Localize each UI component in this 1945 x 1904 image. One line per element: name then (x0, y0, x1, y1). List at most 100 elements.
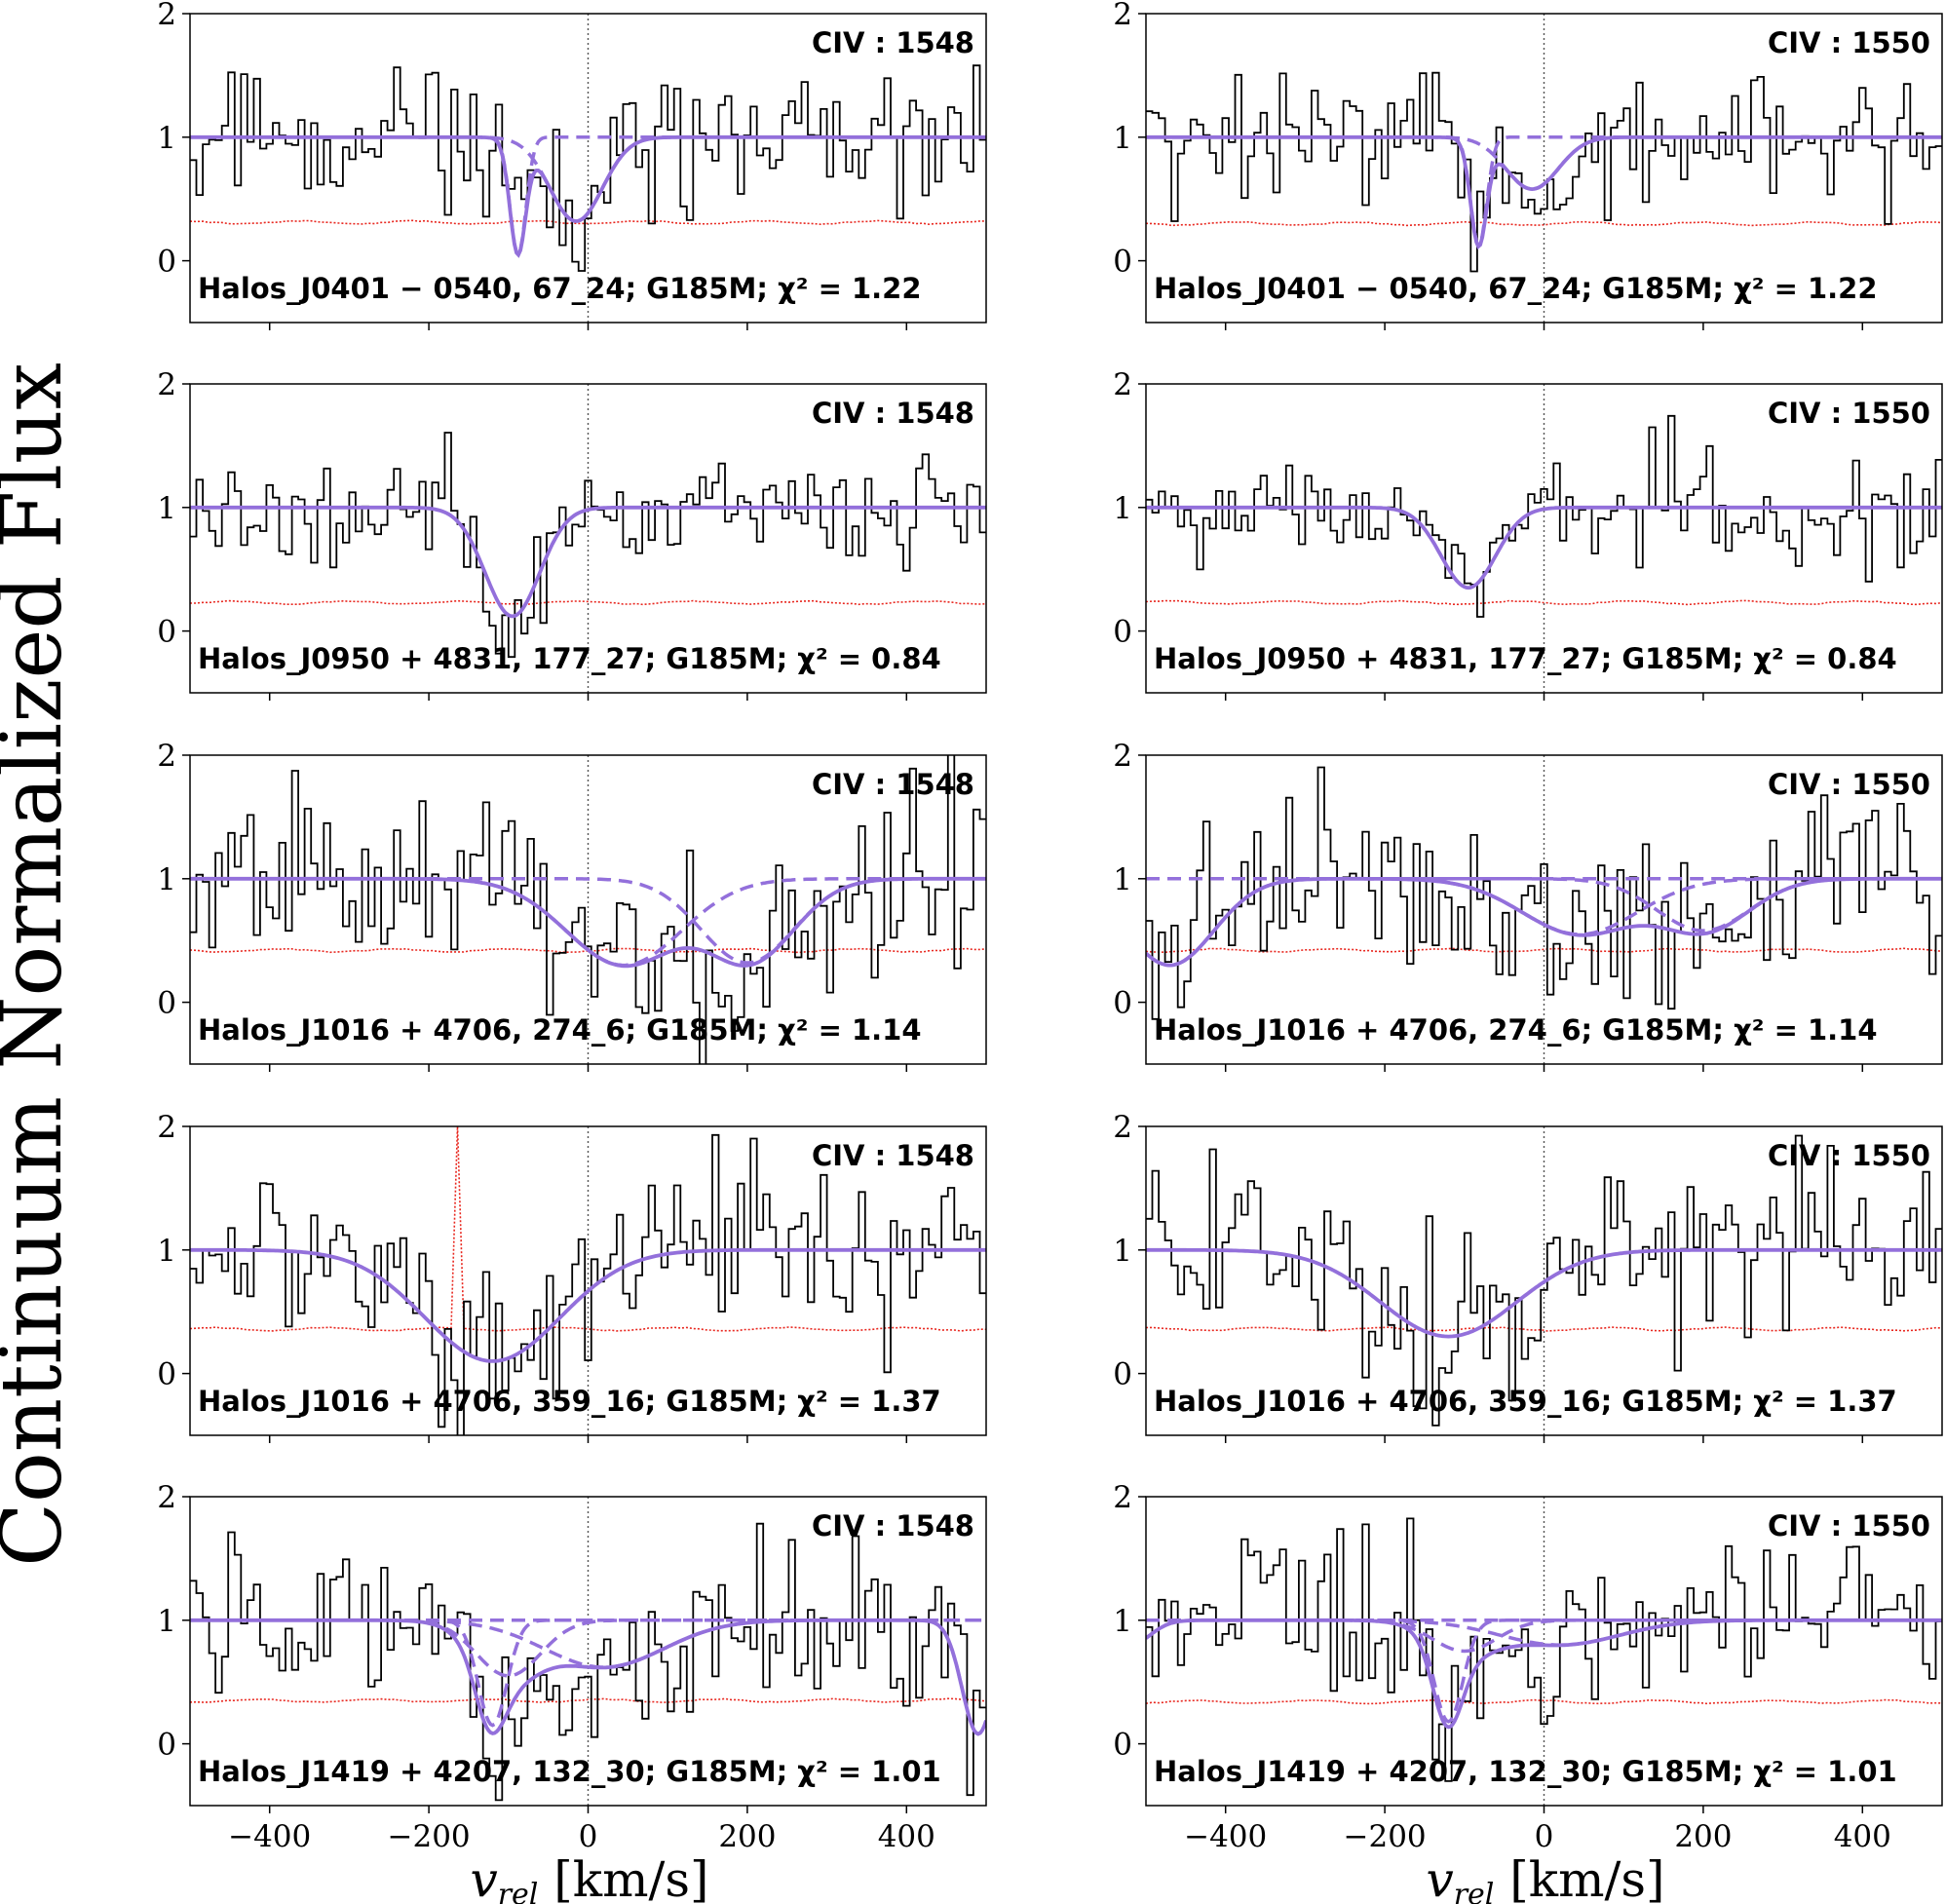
y-tick-label: 1 (157, 1604, 176, 1639)
spectrum-panel-row2-right: 0 1 2 CIV : 1550 Halos_J0950 + 4831, 177_27;… (1113, 367, 1943, 701)
y-tick-label: 1 (1113, 1604, 1132, 1639)
flux-spectrum (1146, 1134, 1942, 1427)
x-axis-label-left: vrel [km/s] (470, 1851, 708, 1904)
flux-spectrum (190, 64, 986, 272)
x-axis-label-unit: [km/s] (1494, 1851, 1664, 1904)
flux-spectrum (190, 755, 986, 1064)
y-tick-label: 2 (1113, 1480, 1132, 1515)
y-tick-label: 0 (1113, 245, 1132, 280)
y-tick-label: 2 (157, 1480, 176, 1515)
plot-area (1146, 1497, 1942, 1806)
y-tick-label: 0 (1113, 986, 1132, 1021)
x-axis-label-var: v (470, 1851, 497, 1904)
x-axis-label-sub: rel (1454, 1878, 1495, 1904)
plot-area (1146, 755, 1942, 1064)
flux-spectrum (1146, 414, 1942, 618)
y-tick-label: 0 (157, 1728, 176, 1763)
ion-label: CIV : 1550 (1768, 26, 1930, 59)
y-axis-label: Continuum Normalized Flux (0, 362, 81, 1567)
flux-spectrum (190, 1522, 986, 1802)
y-tick-label: 0 (1113, 1357, 1132, 1392)
plot-area (190, 1497, 986, 1806)
component-model (1146, 135, 1942, 191)
y-tick-label: 2 (157, 0, 176, 32)
sightline-label: Halos_J0950 + 4831, 177_27; G185M; χ² = … (198, 642, 941, 675)
plot-area (1146, 1126, 1942, 1435)
error-spectrum (1146, 220, 1942, 227)
ion-label: CIV : 1550 (1768, 1509, 1930, 1542)
flux-spectrum (190, 432, 986, 659)
ion-label: CIV : 1548 (812, 1139, 974, 1172)
spectrum-panel-row1-right: 0 1 2 CIV : 1550 Halos_J0401 − 0540, 67_24; … (1113, 0, 1943, 330)
x-tick-label: 400 (1834, 1819, 1891, 1854)
flux-spectrum (1146, 71, 1942, 273)
error-spectrum (1146, 1698, 1942, 1705)
total-model (1146, 134, 1942, 250)
x-axis-label-unit: [km/s] (538, 1851, 708, 1904)
sightline-label: Halos_J1419 + 4207, 132_30; G185M; χ² = … (1154, 1755, 1897, 1788)
error-spectrum (190, 1697, 986, 1703)
sightline-label: Halos_J1016 + 4706, 359_16; G185M; χ² = … (198, 1385, 941, 1418)
y-tick-label: 0 (1113, 1728, 1132, 1763)
spectrum-panel-row1-left: 0 1 2 CIV : 1548 Halos_J0401 − 0540, 67_24; … (157, 0, 987, 330)
x-tick-label: 400 (878, 1819, 935, 1854)
spectrum-panel-row2-left: 0 1 2 CIV : 1548 Halos_J0950 + 4831, 177_27;… (157, 367, 987, 701)
y-tick-label: 0 (157, 245, 176, 280)
y-tick-label: 0 (1113, 615, 1132, 650)
sightline-label: Halos_J1016 + 4706, 274_6; G185M; χ² = 1… (198, 1013, 922, 1047)
x-tick-label: 0 (579, 1819, 598, 1854)
component-model (1146, 877, 1942, 968)
flux-spectrum (1146, 766, 1942, 1020)
total-model (1146, 876, 1942, 968)
error-spectrum (190, 1126, 986, 1332)
y-tick-label: 2 (157, 739, 176, 774)
spectrum-panel-row3-right: 0 1 2 CIV : 1550 Halos_J1016 + 4706, 274_6; … (1113, 739, 1943, 1072)
spectrum-panel-row4-right: 0 1 2 CIV : 1550 Halos_J1016 + 4706, 359_16;… (1113, 1110, 1943, 1443)
sightline-label: Halos_J0401 − 0540, 67_24; G185M; χ² = 1… (198, 272, 922, 305)
sightline-label: Halos_J1016 + 4706, 359_16; G185M; χ² = … (1154, 1385, 1897, 1418)
plot-area (1146, 384, 1942, 693)
y-tick-label: 1 (157, 862, 176, 897)
ion-label: CIV : 1548 (812, 1509, 974, 1542)
y-tick-label: 1 (1113, 1234, 1132, 1269)
error-spectrum (190, 599, 986, 606)
y-tick-label: 1 (1113, 121, 1132, 156)
error-spectrum (1146, 947, 1942, 954)
x-tick-label: −200 (388, 1819, 471, 1854)
y-tick-label: 1 (1113, 862, 1132, 897)
spectrum-panel-row5-right: 0 1 2 −400 −200 0 200 400 CIV : 1550 Halos_J1419 … (1113, 1480, 1943, 1854)
plot-area (190, 14, 986, 323)
plot-area (190, 384, 986, 693)
error-spectrum (1146, 1326, 1942, 1332)
y-tick-label: 2 (157, 1110, 176, 1145)
x-tick-label: 200 (718, 1819, 776, 1854)
x-tick-label: −200 (1344, 1819, 1427, 1854)
total-model (190, 1618, 986, 1736)
x-tick-label: 200 (1674, 1819, 1732, 1854)
total-model (190, 505, 986, 619)
x-axis-label-right: vrel [km/s] (1426, 1851, 1664, 1904)
y-tick-label: 0 (157, 986, 176, 1021)
y-tick-label: 2 (1113, 1110, 1132, 1145)
total-model (1146, 1618, 1942, 1730)
sightline-label: Halos_J1419 + 4207, 132_30; G185M; χ² = … (198, 1755, 941, 1788)
plot-area (1146, 14, 1942, 323)
x-tick-label: 0 (1535, 1819, 1554, 1854)
ion-label: CIV : 1550 (1768, 1139, 1930, 1172)
total-model (190, 876, 986, 969)
ion-label: CIV : 1550 (1768, 397, 1930, 430)
sightline-label: Halos_J1016 + 4706, 274_6; G185M; χ² = 1… (1154, 1013, 1878, 1047)
y-tick-label: 1 (1113, 491, 1132, 526)
y-tick-label: 2 (157, 367, 176, 402)
y-tick-label: 0 (157, 615, 176, 650)
x-tick-label: −400 (1184, 1819, 1267, 1854)
ion-label: CIV : 1550 (1768, 768, 1930, 801)
spectrum-panel-row3-left: 0 1 2 CIV : 1548 Halos_J1016 + 4706, 274_6; … (157, 739, 987, 1072)
y-tick-label: 0 (157, 1357, 176, 1392)
plot-area (190, 755, 986, 1064)
error-spectrum (190, 219, 986, 226)
total-model (1146, 505, 1942, 590)
flux-spectrum (190, 1133, 986, 1435)
panels: 0 1 2 CIV : 1548 Halos_J0401 − 0540, 67_24; … (157, 0, 1943, 1854)
y-tick-label: 1 (157, 121, 176, 156)
